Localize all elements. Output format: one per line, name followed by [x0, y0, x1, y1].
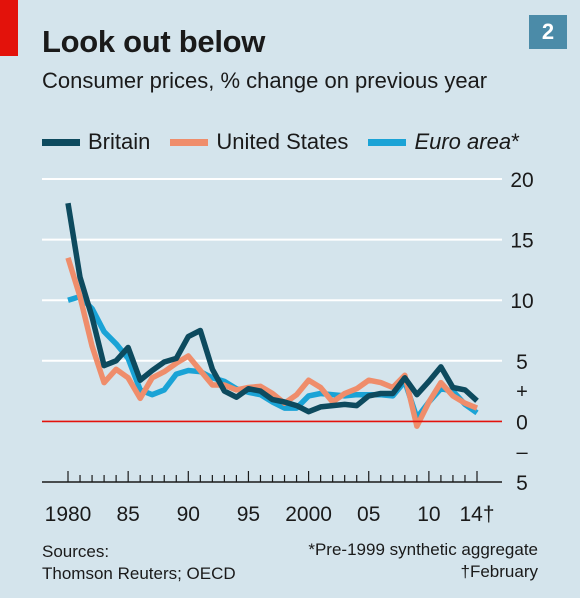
x-tick-label: 14† — [459, 503, 494, 526]
sources-text: Thomson Reuters; OECD — [42, 564, 236, 583]
positive-sign-marker: + — [516, 381, 528, 403]
footnotes: *Pre-1999 synthetic aggregate †February — [308, 539, 538, 583]
legend-label-britain: Britain — [88, 129, 151, 154]
legend-item-euro-area: Euro area * — [368, 129, 520, 155]
x-tick-label: 95 — [237, 503, 260, 526]
legend-label-united-states: United States — [216, 129, 349, 154]
y-tick-label: 5 — [516, 351, 528, 374]
chart-title: Look out below — [42, 24, 266, 59]
brand-red-tab — [0, 0, 18, 56]
legend-swatch-united-states — [170, 138, 209, 146]
x-tick-label: 10 — [417, 503, 440, 526]
y-tick-label: 0 — [516, 411, 528, 434]
y-tick-label: 20 — [510, 169, 533, 192]
legend-item-united-states: United States — [170, 129, 348, 155]
sources-note: Sources: Thomson Reuters; OECD — [42, 541, 236, 585]
chart-number-badge: 2 — [529, 15, 567, 49]
x-tick-label: 2000 — [285, 503, 332, 526]
sources-label: Sources: — [42, 542, 110, 561]
legend-swatch-euro-area — [368, 138, 407, 146]
y-tick-label: 15 — [510, 230, 533, 253]
x-tick-label: 1980 — [45, 503, 92, 526]
x-tick-label: 85 — [116, 503, 139, 526]
footnote-synthetic: *Pre-1999 synthetic aggregate — [308, 540, 538, 559]
legend-label-euro-area: Euro area — [414, 129, 512, 154]
legend-swatch-britain — [42, 138, 80, 146]
legend: Britain United States Euro area * — [42, 128, 540, 156]
series-line-united-states — [65, 256, 479, 429]
series-line-britain — [65, 202, 479, 415]
y-tick-label: 10 — [510, 290, 533, 313]
y-tick-label: 5 — [516, 472, 528, 495]
legend-label-euro-area-asterisk: * — [511, 129, 520, 154]
footnote-february: †February — [460, 562, 538, 581]
chart-subtitle: Consumer prices, % change on previous ye… — [42, 68, 488, 93]
negative-sign-marker: – — [516, 442, 528, 464]
x-tick-label: 05 — [357, 503, 380, 526]
x-tick-label: 90 — [177, 503, 200, 526]
legend-item-britain: Britain — [42, 129, 150, 155]
